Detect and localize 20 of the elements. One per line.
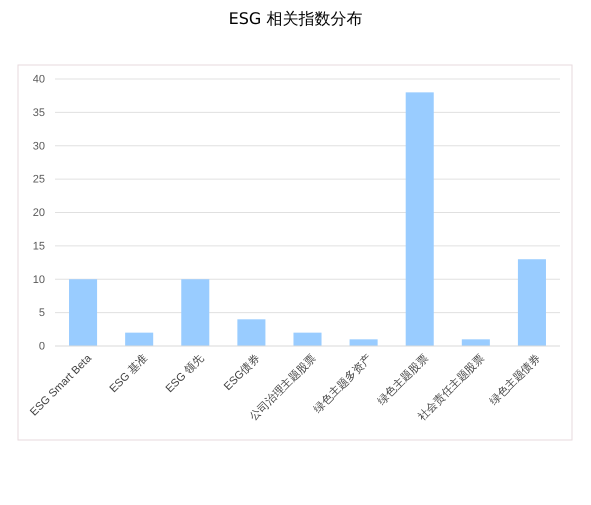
y-tick-label: 35 — [32, 106, 45, 119]
x-tick-label: 绿色主题债券 — [487, 352, 543, 408]
bar — [181, 279, 210, 346]
y-tick-label: 30 — [32, 140, 45, 152]
bar — [462, 339, 490, 346]
y-tick-label: 20 — [32, 207, 45, 220]
bar — [125, 332, 154, 346]
bar — [237, 319, 266, 346]
bar — [518, 259, 546, 346]
chart-title: ESG 相关指数分布 — [228, 9, 362, 28]
bar — [406, 92, 434, 346]
y-tick-label: 15 — [32, 240, 45, 252]
bar — [350, 339, 378, 346]
y-tick-label: 40 — [32, 74, 45, 86]
y-tick-label: 10 — [32, 274, 45, 286]
bar — [293, 332, 322, 346]
y-tick-label: 5 — [38, 307, 45, 320]
y-tick-label: 25 — [32, 174, 45, 186]
y-tick-label: 0 — [38, 340, 45, 353]
bar — [69, 279, 98, 346]
